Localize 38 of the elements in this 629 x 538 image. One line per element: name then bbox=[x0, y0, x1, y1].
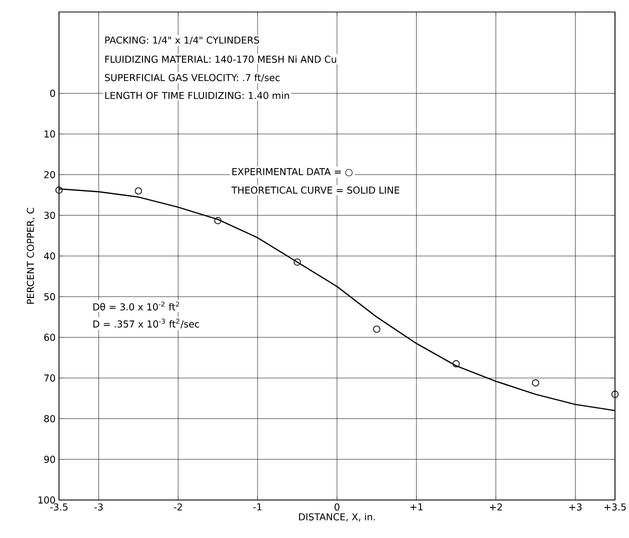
y-tick-label: 10 bbox=[44, 130, 55, 138]
x-tick-label: +3 bbox=[569, 503, 582, 511]
x-tick-label: -3.5 bbox=[50, 503, 68, 511]
annotation: LENGTH OF TIME FLUIDIZING: 1.40 min bbox=[105, 92, 289, 100]
y-tick-label: 40 bbox=[44, 252, 55, 260]
x-tick-label: -3 bbox=[94, 503, 103, 511]
annotation: PACKING: 1/4" x 1/4" CYLINDERS bbox=[105, 36, 260, 44]
x-tick-label: -1 bbox=[253, 503, 262, 510]
x-axis-title: DISTANCE, X, in. bbox=[299, 513, 375, 522]
x-tick-label: -2 bbox=[174, 503, 182, 510]
point bbox=[373, 326, 380, 333]
y-axis-title: PERCENT COPPER, C bbox=[26, 208, 35, 304]
point bbox=[134, 187, 142, 195]
y-tick-label: 70 bbox=[44, 374, 55, 382]
annotation: D = .357 x 10$^{-3}$ ft$^{2}$/sec bbox=[93, 318, 200, 328]
annotation: SUPERFICIAL GAS VELOCITY: .7 ft/sec bbox=[105, 74, 280, 82]
y-tick-label: 20 bbox=[44, 171, 55, 178]
annotation: THEORETICAL CURVE = SOLID LINE bbox=[231, 186, 400, 194]
point bbox=[214, 217, 222, 224]
y-tick-label: 30 bbox=[44, 212, 55, 219]
x-tick-label: +1 bbox=[410, 503, 423, 510]
x-tick-label: +2 bbox=[490, 503, 502, 510]
point bbox=[611, 390, 619, 398]
y-tick-label: 90 bbox=[44, 456, 55, 463]
y-tick-label: 100 bbox=[38, 496, 55, 504]
point bbox=[294, 258, 301, 266]
x-tick-label: +3.5 bbox=[604, 503, 626, 511]
y-tick-label: 80 bbox=[44, 415, 55, 422]
y-tick-label: 0 bbox=[50, 90, 55, 97]
y-tick-label: 50 bbox=[44, 293, 55, 300]
point bbox=[55, 186, 63, 194]
y-tick-label: 60 bbox=[44, 334, 55, 341]
annotation: FLUIDIZING MATERIAL: 140-170 MESH Ni AND Cu bbox=[105, 56, 336, 63]
point bbox=[532, 379, 540, 386]
annotation: EXPERIMENTAL DATA = ○ bbox=[232, 168, 353, 176]
point bbox=[452, 360, 460, 368]
annotation: Dθ = 3.0 x 10$^{-2}$ ft$^{2}$ bbox=[93, 302, 180, 310]
x-tick-label: 0 bbox=[334, 503, 340, 511]
